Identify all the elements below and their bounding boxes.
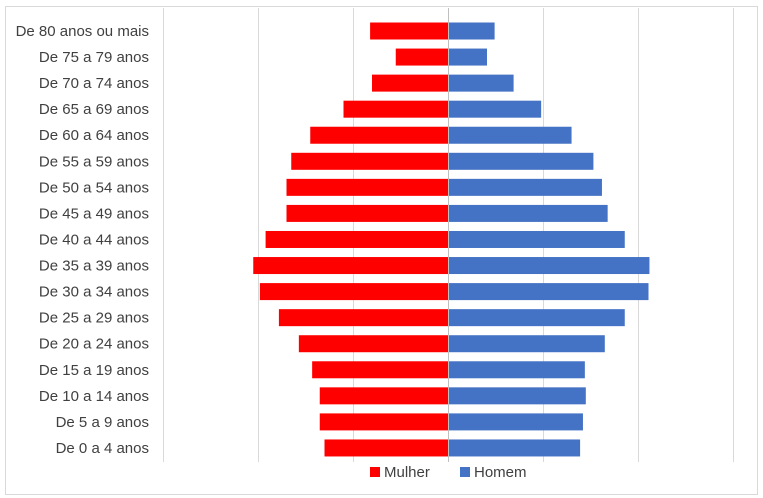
bar-homem [449,22,495,40]
category-label: De 0 a 4 anos [56,440,149,457]
bar-homem [449,230,625,248]
bar-homem [449,283,649,301]
bar-homem [449,74,514,92]
bar-mulher [286,178,448,196]
bar-homem [449,178,602,196]
category-label: De 60 a 64 anos [39,127,149,144]
bar-homem [449,387,586,405]
category-label: De 35 a 39 anos [39,258,149,275]
bar-mulher [395,48,448,66]
bar-mulher [298,335,448,353]
category-label: De 5 a 9 anos [56,414,149,431]
bar-mulher [319,387,448,405]
category-label: De 45 a 49 anos [39,205,149,222]
category-label: De 50 a 54 anos [39,179,149,196]
category-label: De 75 a 79 anos [39,49,149,66]
bar-homem [449,152,594,170]
bar-homem [449,335,605,353]
bar-mulher [253,257,448,275]
bar-mulher [278,309,448,327]
category-label: De 80 anos ou mais [16,23,149,40]
category-label: De 20 a 24 anos [39,336,149,353]
category-label: De 25 a 29 anos [39,310,149,327]
legend: Mulher Homem [370,464,527,481]
chart-border [5,6,758,495]
category-label: De 15 a 19 anos [39,362,149,379]
bar-homem [449,257,650,275]
category-label: De 70 a 74 anos [39,75,149,92]
category-label: De 30 a 34 anos [39,284,149,301]
bar-homem [449,309,625,327]
legend-item-mulher: Mulher [370,464,430,481]
bar-mulher [370,22,448,40]
category-label: De 55 a 59 anos [39,153,149,170]
bar-mulher [286,204,448,222]
bar-mulher [265,230,448,248]
bar-homem [449,361,585,379]
legend-label: Mulher [384,464,430,481]
bar-homem [449,100,542,118]
bar-mulher [372,74,448,92]
category-label: De 10 a 14 anos [39,388,149,405]
bar-homem [449,204,608,222]
bar-mulher [319,413,448,431]
legend-swatch [370,467,380,477]
bar-mulher [259,283,448,301]
bar-mulher [291,152,448,170]
bar-mulher [343,100,448,118]
legend-item-homem: Homem [460,464,527,481]
bar-homem [449,48,487,66]
bar-homem [449,413,583,431]
category-label: De 65 a 69 anos [39,101,149,118]
chart-frame [5,6,758,495]
legend-swatch [460,467,470,477]
bar-mulher [324,439,448,457]
bars [253,8,650,462]
bar-homem [449,126,572,144]
legend-label: Homem [474,464,527,481]
category-labels: De 80 anos ou mais De 75 a 79 anos De 70 a… [16,23,149,457]
bar-homem [449,439,581,457]
category-label: De 40 a 44 anos [39,231,149,248]
bar-mulher [312,361,448,379]
bar-mulher [310,126,448,144]
